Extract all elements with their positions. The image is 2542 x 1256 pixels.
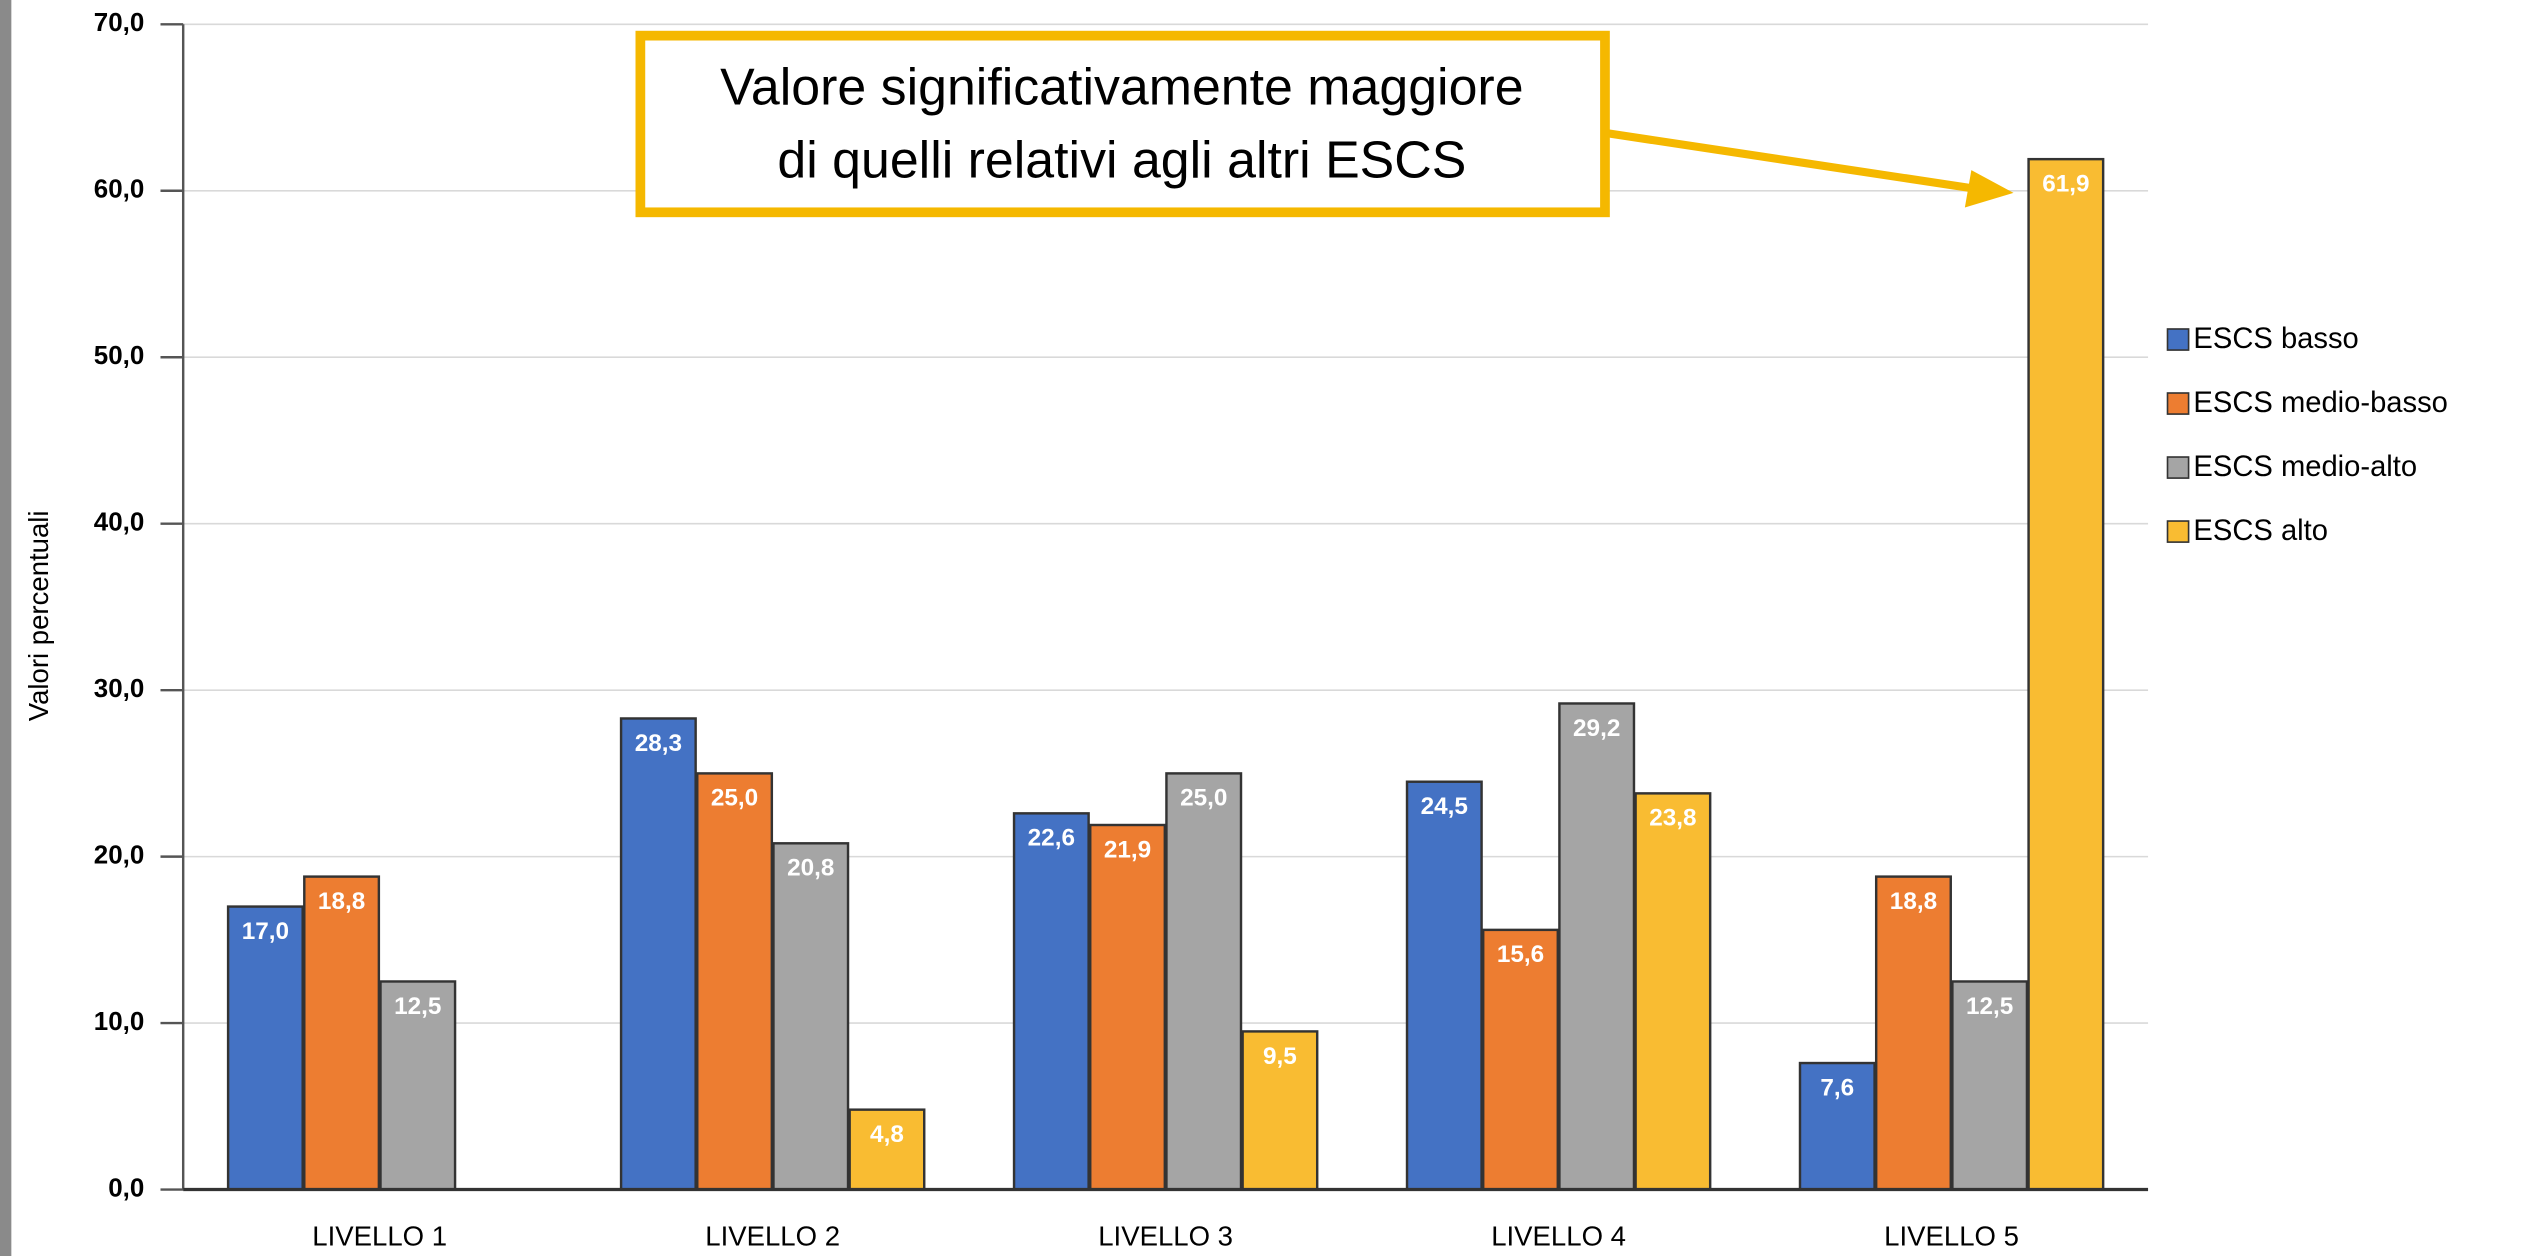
data-label: 12,5 xyxy=(394,993,441,1020)
data-label: 17,0 xyxy=(242,918,289,945)
data-label: 61,9 xyxy=(2042,170,2089,197)
data-label: 12,5 xyxy=(1966,993,2013,1020)
y-tick-label: 60,0 xyxy=(94,176,144,204)
bar xyxy=(1241,1030,1319,1191)
bar xyxy=(1165,772,1243,1191)
x-tick-label: LIVELLO 1 xyxy=(312,1220,447,1251)
y-tick-label: 40,0 xyxy=(94,509,144,537)
annotation-box xyxy=(635,30,1610,218)
x-tick-label: LIVELLO 5 xyxy=(1884,1220,2019,1251)
annotation-arrow xyxy=(1604,128,1982,194)
data-label: 22,6 xyxy=(1028,825,1075,852)
data-label: 15,6 xyxy=(1497,941,1544,968)
y-tick-label: 50,0 xyxy=(94,342,144,370)
y-tick-label: 30,0 xyxy=(94,675,144,703)
legend-label: ESCS basso xyxy=(2193,323,2358,355)
bar xyxy=(1405,780,1483,1191)
bar xyxy=(1089,823,1167,1191)
bar xyxy=(696,772,774,1191)
data-label: 28,3 xyxy=(635,730,682,757)
bar xyxy=(1558,702,1636,1191)
data-label: 25,0 xyxy=(1180,785,1227,812)
x-tick-label: LIVELLO 4 xyxy=(1491,1220,1626,1251)
data-label: 9,5 xyxy=(1263,1043,1297,1070)
annotation-text: Valore significativamente maggiore xyxy=(720,57,1523,115)
data-label: 20,8 xyxy=(787,855,834,882)
data-label: 4,8 xyxy=(870,1121,904,1148)
bar xyxy=(1634,792,1712,1191)
bar xyxy=(303,875,381,1191)
left-border xyxy=(0,0,12,1256)
bar xyxy=(1012,812,1090,1191)
y-tick-label: 0,0 xyxy=(108,1174,144,1202)
legend-swatch xyxy=(2166,392,2190,415)
x-tick-label: LIVELLO 2 xyxy=(705,1220,840,1251)
data-label: 23,8 xyxy=(1649,805,1696,832)
data-label: 24,5 xyxy=(1421,793,1468,820)
bar xyxy=(772,842,850,1191)
bar xyxy=(1481,928,1560,1191)
bar xyxy=(1951,980,2029,1191)
legend-label: ESCS medio-basso xyxy=(2193,387,2447,419)
y-axis-label: Valori percentuali xyxy=(23,510,54,721)
data-label: 21,9 xyxy=(1104,836,1151,863)
data-label: 25,0 xyxy=(711,785,758,812)
y-tick-label: 20,0 xyxy=(94,841,144,869)
bar xyxy=(379,980,457,1191)
legend-label: ESCS medio-alto xyxy=(2193,451,2417,483)
x-tick-label: LIVELLO 3 xyxy=(1098,1220,1233,1251)
bar xyxy=(619,717,697,1191)
legend-label: ESCS alto xyxy=(2193,515,2328,547)
bar xyxy=(2027,157,2105,1191)
annotation-text: di quelli relativi agli altri ESCS xyxy=(777,130,1466,188)
bar xyxy=(226,905,304,1191)
bar xyxy=(1874,875,1952,1191)
annotation-arrowhead xyxy=(1964,170,2014,208)
bar xyxy=(848,1108,926,1191)
bar xyxy=(1798,1061,1876,1191)
y-tick-label: 10,0 xyxy=(94,1008,144,1036)
data-label: 7,6 xyxy=(1820,1074,1854,1101)
data-label: 29,2 xyxy=(1573,715,1620,742)
data-label: 18,8 xyxy=(318,888,365,915)
legend-swatch xyxy=(2166,456,2190,479)
data-label: 18,8 xyxy=(1890,888,1937,915)
y-tick-label: 70,0 xyxy=(94,9,144,37)
legend-swatch xyxy=(2166,520,2190,543)
legend-swatch xyxy=(2166,328,2190,351)
